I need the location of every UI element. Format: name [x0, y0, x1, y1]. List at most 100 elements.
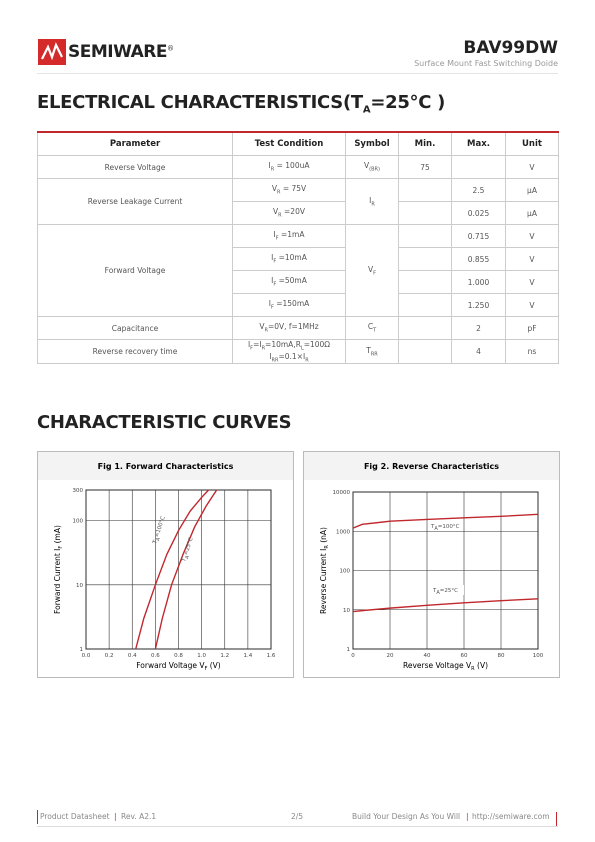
header-rule: [37, 73, 558, 74]
text-part: V: [364, 161, 370, 171]
text-part: I: [268, 161, 271, 171]
y-tick-label: 100: [73, 519, 84, 525]
section-title: ELECTRICAL CHARACTERISTICS(TA=25°C ): [37, 92, 445, 116]
unit-cell: ns: [505, 339, 559, 364]
title-band: [38, 452, 293, 480]
min-cell: [398, 316, 452, 340]
footer-slogan: Build Your Design As You Will: [352, 812, 461, 821]
x-tick-label: 1.6: [267, 653, 276, 659]
text-part: V: [271, 184, 277, 194]
condition-cell: VR=0V, f=1MHz: [232, 316, 346, 340]
curve: [352, 513, 539, 529]
text-part: =25°C: [440, 588, 458, 594]
x-tick-label: 0.8: [174, 653, 183, 659]
y-tick-label: 1: [80, 647, 84, 653]
subscript: RR: [370, 351, 378, 358]
x-tick-label: 80: [498, 653, 505, 659]
chart: Fig 1. Forward Characteristics 0.0 0.2 0.4 0…: [38, 452, 293, 672]
text-part: =10mA,R: [265, 340, 301, 349]
table-row: Capacitance VR=0V, f=1MHz CT 2 pF: [37, 316, 559, 340]
x-tick-label: 1.2: [220, 653, 229, 659]
symbol-cell: V(BR): [345, 155, 399, 179]
subscript: R: [261, 345, 266, 352]
brand-name: SEMIWARE: [68, 42, 167, 62]
column-header: Symbol: [345, 131, 399, 156]
annotation-bg: [428, 521, 462, 531]
curve: [154, 489, 218, 650]
table-row: IF =10mA 0.855 V: [38, 247, 559, 271]
symbol-cell: VF: [345, 224, 399, 317]
text-part: I: [269, 351, 272, 361]
text-part: =100Ω: [303, 340, 331, 349]
symbol-cell: IR: [345, 178, 399, 225]
x-tick-label: 0.0: [82, 653, 91, 659]
condition-line: IRR=0.1×IR: [233, 352, 345, 364]
unit-cell: V: [505, 293, 559, 317]
subscript: (BR): [369, 166, 380, 173]
text-part: =50mA: [276, 276, 307, 286]
table-row: Reverse Leakage Current VR = 75V IR 2.5 μA: [37, 178, 559, 225]
max-cell: 0.025: [451, 201, 506, 225]
text-part: I: [271, 253, 274, 263]
text-part: I: [268, 299, 271, 309]
subscript: F: [204, 666, 207, 672]
min-cell: [398, 201, 452, 225]
subscript: R: [371, 201, 375, 208]
subscript: R: [264, 327, 268, 334]
parameter-cell: Capacitance: [37, 316, 233, 340]
condition-cell: IR = 100uA: [232, 155, 346, 179]
min-cell: [398, 224, 452, 248]
y-tick-label: 300: [73, 488, 84, 494]
text-part: V: [367, 264, 374, 274]
title-band: [304, 452, 559, 480]
annotation-bg: [430, 585, 464, 595]
subscript: R: [270, 166, 275, 173]
condition-line: IF =1mA: [233, 230, 345, 242]
footer-page: 2/5: [291, 812, 304, 821]
condition-line: IF =50mA: [233, 276, 345, 288]
x-tick-label: 0.6: [151, 653, 160, 659]
curve-annotation: TA=25°C: [181, 537, 197, 564]
table-row: Forward Voltage IF =1mA VF 0.715 V: [37, 224, 559, 317]
parameter-cell: Forward Voltage: [37, 224, 233, 317]
condition-line: IR = 100uA: [233, 161, 345, 173]
subscript: R: [324, 545, 330, 549]
max-cell: 1.000: [451, 270, 506, 294]
min-cell: [398, 178, 452, 202]
table-row: IF =50mA 1.000 V: [38, 270, 559, 294]
part-number: BAV99DW: [463, 38, 558, 58]
condition-line: VR =20V: [233, 207, 345, 219]
condition-line: IF =150mA: [233, 299, 345, 311]
condition-cell: IF =10mA: [232, 247, 346, 271]
text-part: =100°C: [438, 524, 460, 530]
text-part: =I: [253, 340, 262, 349]
y-tick-label: 10: [76, 583, 83, 589]
x-tick-label: 0.4: [128, 653, 137, 659]
y-tick-label: 100: [340, 569, 351, 575]
unit-cell: V: [505, 247, 559, 271]
x-axis-label: Forward Voltage VF (V): [136, 661, 221, 672]
text-part: T: [152, 539, 159, 546]
chart: Fig 2. Reverse Characteristics 0 20 40 60 80 1…: [304, 452, 559, 672]
subscript: A: [155, 536, 162, 542]
y-axis-label: Reverse Current IR (nA): [319, 527, 330, 614]
subscript: T: [373, 327, 377, 334]
text-part: Forward Voltage V: [136, 661, 205, 670]
text-part: Forward Current I: [53, 549, 62, 614]
symbol-cell: CT: [345, 316, 399, 340]
text-part: I: [369, 195, 372, 205]
unit-cell: pF: [505, 316, 559, 340]
text-part: Reverse Voltage V: [403, 661, 472, 670]
footer-rev: Rev. A2.1: [121, 812, 157, 821]
subscript: F: [275, 235, 279, 242]
text-part: I: [273, 230, 276, 240]
subscript: R: [471, 666, 475, 672]
unit-cell: V: [505, 270, 559, 294]
logo-icon: [38, 39, 66, 65]
table-row: VR =20V 0.025 μA: [38, 201, 559, 225]
figure: Fig 2. Reverse Characteristics 0 20 40 60 80 1…: [303, 451, 560, 678]
footer-bar: [556, 812, 557, 826]
x-tick-label: 1.0: [197, 653, 206, 659]
min-cell: [398, 270, 452, 294]
text-part: I: [271, 276, 274, 286]
